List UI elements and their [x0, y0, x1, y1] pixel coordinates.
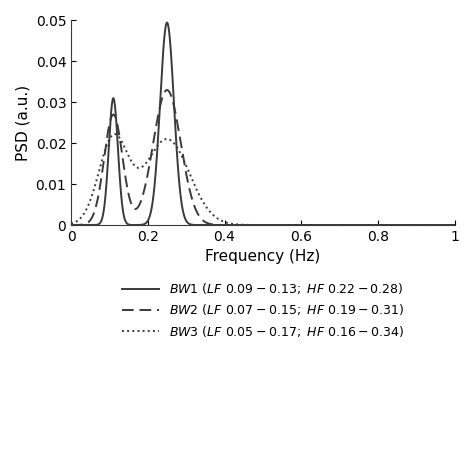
Y-axis label: PSD (a.u.): PSD (a.u.) — [15, 85, 30, 161]
Legend: $\it{BW1\ (LF\ 0.09-0.13;\ HF\ 0.22-0.28)}$, $\it{BW2\ (LF\ 0.07-0.15;\ HF\ 0.19: $\it{BW1\ (LF\ 0.09-0.13;\ HF\ 0.22-0.28… — [117, 276, 409, 344]
X-axis label: Frequency (Hz): Frequency (Hz) — [205, 249, 320, 265]
